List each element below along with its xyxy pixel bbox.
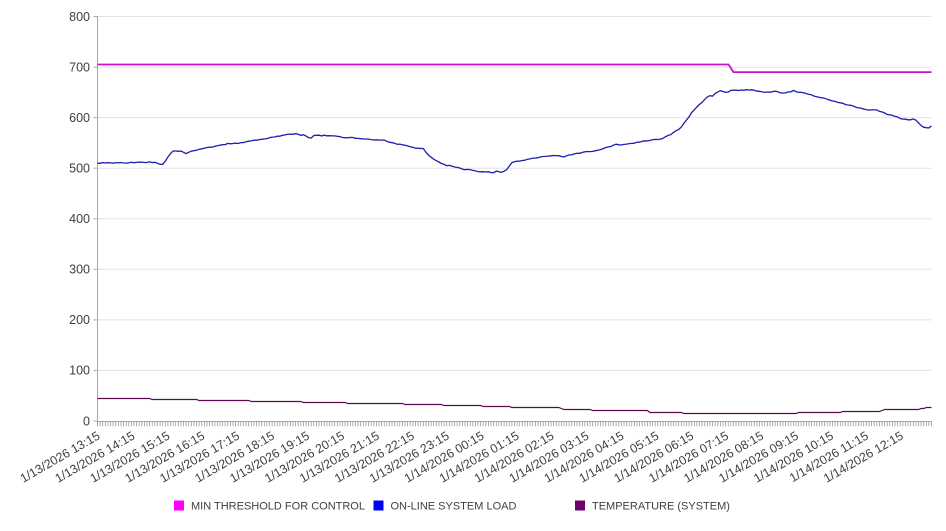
svg-text:500: 500 <box>69 162 90 176</box>
svg-text:700: 700 <box>69 60 90 74</box>
svg-text:100: 100 <box>69 364 90 378</box>
svg-text:ON-LINE SYSTEM LOAD: ON-LINE SYSTEM LOAD <box>391 501 517 513</box>
svg-text:TEMPERATURE (SYSTEM): TEMPERATURE (SYSTEM) <box>592 501 730 513</box>
svg-text:MIN THRESHOLD FOR CONTROL: MIN THRESHOLD FOR CONTROL <box>191 501 365 513</box>
svg-text:300: 300 <box>69 263 90 277</box>
svg-text:800: 800 <box>69 10 90 24</box>
svg-text:0: 0 <box>83 414 90 428</box>
svg-text:600: 600 <box>69 111 90 125</box>
svg-text:200: 200 <box>69 313 90 327</box>
svg-text:400: 400 <box>69 212 90 226</box>
